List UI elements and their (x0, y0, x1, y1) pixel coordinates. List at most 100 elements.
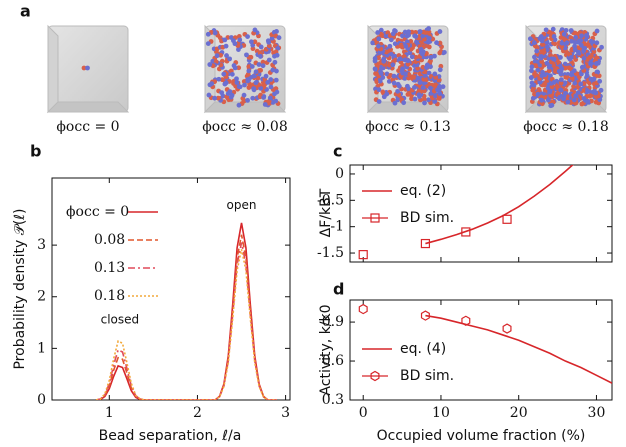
y-tick-label: 0 (37, 392, 46, 408)
bead (571, 97, 577, 103)
cube (46, 24, 130, 114)
bead (258, 54, 263, 59)
bead (388, 37, 394, 43)
bead (563, 27, 569, 33)
bead (206, 92, 212, 98)
bead (250, 46, 256, 52)
bead (529, 75, 534, 80)
bead (236, 65, 242, 71)
bead (581, 96, 587, 101)
bead (565, 99, 571, 105)
bead (561, 96, 566, 102)
bead (409, 54, 415, 60)
bead (241, 79, 247, 84)
y-tick-label: 0.6 (322, 353, 344, 369)
marker (420, 238, 431, 249)
bead (551, 34, 557, 39)
bead (435, 87, 440, 93)
bead (562, 80, 568, 86)
bead (531, 40, 537, 46)
bead (437, 40, 443, 46)
bead (426, 29, 432, 35)
bead (424, 65, 429, 70)
bead (392, 100, 398, 106)
bead (532, 54, 537, 60)
bead (529, 68, 534, 74)
bead (584, 33, 589, 38)
bead (593, 61, 599, 66)
bead (227, 56, 233, 62)
bead (212, 30, 218, 36)
bead (414, 39, 420, 45)
bead (374, 77, 380, 83)
bead (569, 72, 575, 78)
bead (378, 27, 384, 33)
cube (366, 24, 450, 114)
bead (246, 68, 252, 74)
series-line (95, 234, 277, 400)
bead (559, 40, 565, 46)
bead (594, 28, 600, 34)
bead (274, 68, 279, 74)
bead (432, 99, 438, 104)
bead (266, 39, 272, 45)
legend-label: ϕocc = 0 (66, 204, 129, 220)
bead (266, 57, 272, 63)
panel-label: c (333, 142, 342, 161)
bead (599, 44, 604, 50)
marker (461, 227, 471, 237)
bead (403, 43, 409, 49)
y-tick-label: 0.3 (322, 392, 344, 408)
y-tick-label: -0.5 (317, 192, 344, 208)
bead (584, 73, 590, 79)
bead (376, 43, 381, 49)
caption: ϕocc = 0 (56, 119, 119, 135)
bead (409, 96, 414, 102)
series-line (425, 314, 612, 384)
bead (572, 43, 577, 49)
y-tick-label: -1 (330, 219, 344, 235)
bead (260, 63, 266, 69)
bead (250, 95, 256, 101)
bead (391, 80, 397, 86)
bead (549, 102, 555, 108)
plot-frame (349, 299, 613, 401)
bead (234, 80, 240, 85)
bead (220, 93, 226, 99)
bead (207, 62, 213, 67)
bead (576, 50, 582, 56)
bead (535, 67, 541, 73)
bead (252, 27, 258, 33)
series-line (425, 165, 574, 245)
annotation: closed (101, 312, 140, 326)
bead (569, 47, 575, 53)
bead (205, 31, 211, 37)
bead (387, 43, 393, 49)
bead (426, 26, 432, 31)
bead (578, 38, 584, 43)
bead (273, 77, 279, 83)
cube-edge (46, 101, 130, 113)
bead (426, 97, 431, 103)
bead (400, 33, 405, 39)
bead (251, 73, 257, 79)
marker (370, 370, 380, 382)
bead (558, 55, 563, 60)
bead (588, 38, 594, 44)
bead (568, 28, 574, 33)
bead (262, 102, 268, 107)
panel-label: b (30, 142, 41, 161)
bead (261, 95, 267, 100)
bead (529, 64, 535, 70)
bead (81, 65, 87, 71)
bead (571, 68, 577, 74)
bead (257, 50, 263, 56)
annotation: open (227, 198, 257, 212)
bead (232, 41, 238, 47)
bead (562, 90, 568, 96)
bead (432, 71, 438, 77)
bead (539, 42, 545, 47)
bead (225, 91, 231, 96)
bead (215, 95, 221, 101)
